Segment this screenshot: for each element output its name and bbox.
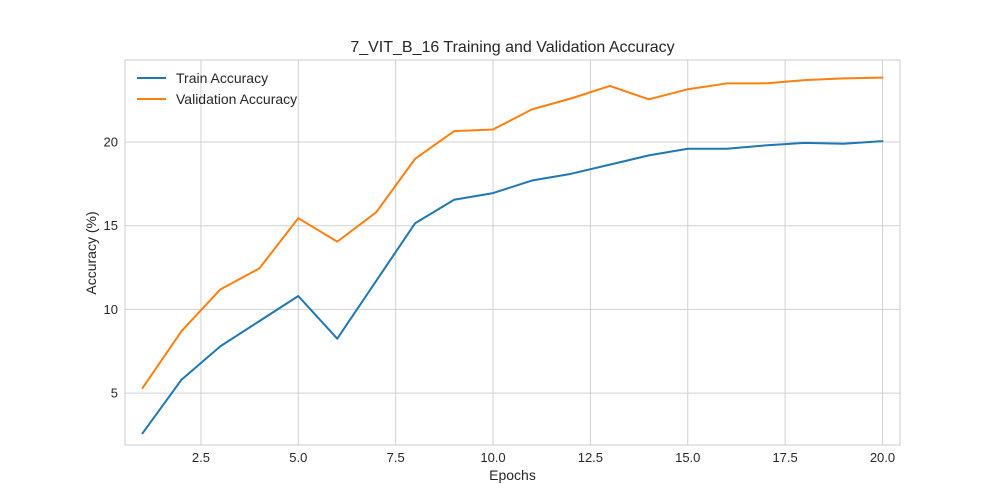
chart-title: 7_VIT_B_16 Training and Validation Accur… [350,39,674,56]
x-tick-label: 15.0 [675,450,700,465]
x-tick-label: 7.5 [387,450,405,465]
y-tick-label: 5 [111,386,118,401]
plot-area: 2.5 5.0 7.5 10.0 12.5 15.0 17.5 20.0 5 10 15 20 [104,59,901,465]
x-tick-label: 2.5 [192,450,210,465]
y-axis-title: Accuracy (%) [83,211,99,294]
y-tick-label: 20 [104,135,118,150]
series-line-validation-accuracy [141,76,884,390]
x-tick-label: 5.0 [289,450,307,465]
x-tick-label: 10.0 [480,450,505,465]
legend: Train Accuracy Validation Accuracy [137,70,297,107]
x-axis-title: Epochs [489,467,536,483]
legend-label: Validation Accuracy [176,91,297,107]
y-tick-label: 10 [104,302,118,317]
legend-label: Train Accuracy [176,70,268,86]
x-tick-label: 20.0 [870,450,895,465]
y-tick-label: 15 [104,218,118,233]
x-tick-label: 17.5 [772,450,797,465]
series-line-train-accuracy [141,140,884,435]
plot-frame [124,59,901,446]
x-tick-label: 12.5 [578,450,603,465]
